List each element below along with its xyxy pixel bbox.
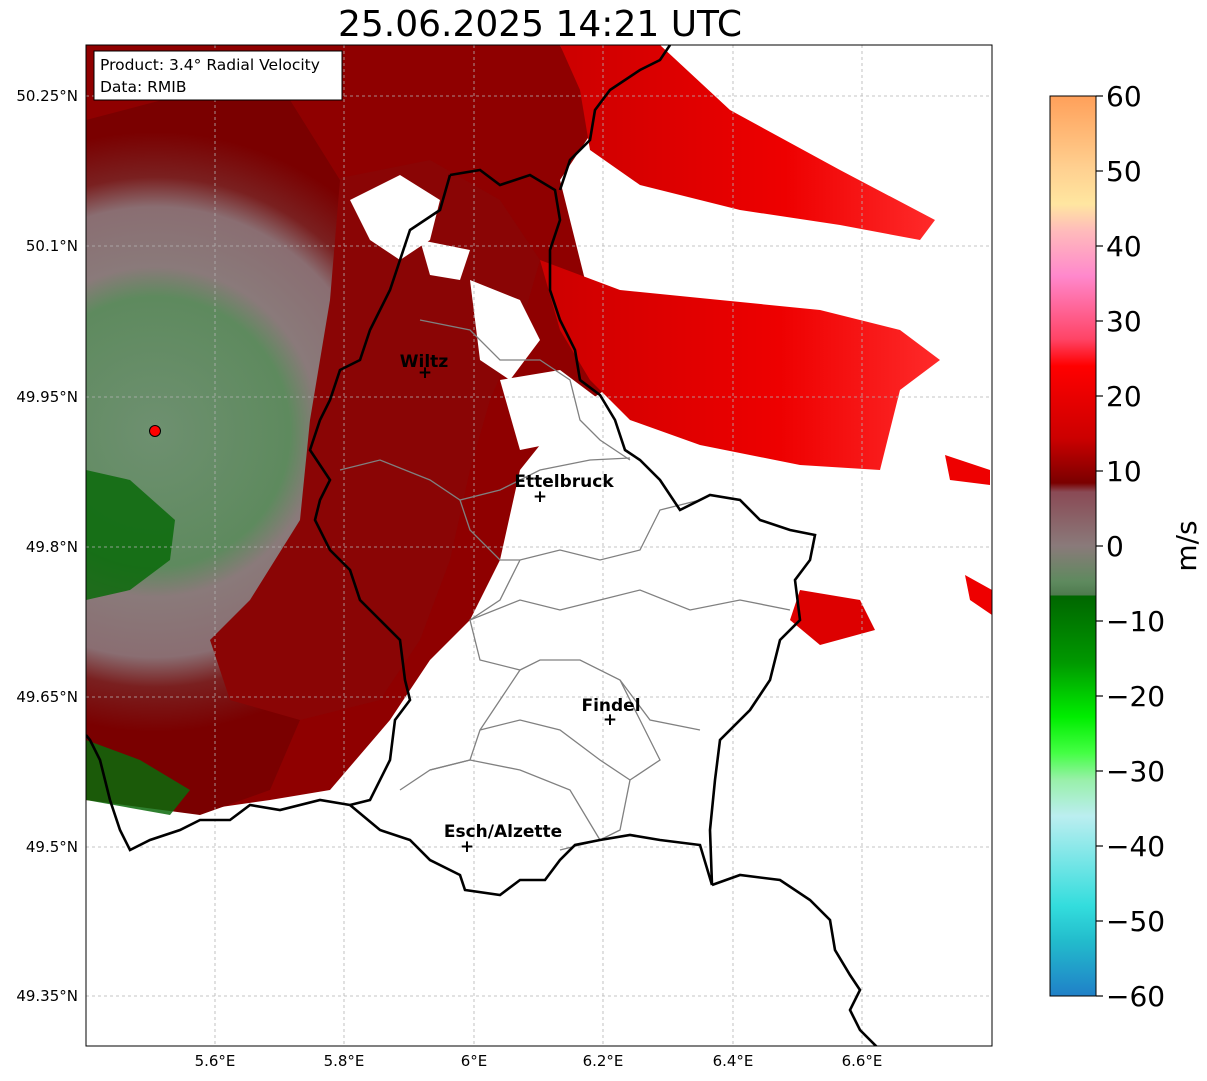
colorbar-tick-label: 60 xyxy=(1106,80,1142,113)
lon-tick: 6.4°E xyxy=(713,1052,754,1070)
city-label-ettelbruck: Ettelbruck xyxy=(514,472,614,492)
colorbar-tick-label: −60 xyxy=(1106,980,1165,1013)
lat-tick: 49.95°N xyxy=(16,388,78,406)
svg-text:+: + xyxy=(460,837,474,857)
radar-echoes xyxy=(86,45,992,815)
echo-gaps xyxy=(350,175,600,450)
map-title: 25.06.2025 14:21 UTC xyxy=(337,4,743,45)
colorbar-tick-label: 30 xyxy=(1106,305,1142,338)
colorbar-gradient xyxy=(1049,95,1097,997)
city-marker-esch-alzette: + Esch/Alzette xyxy=(444,822,562,857)
green-patch-south xyxy=(86,740,190,815)
colorbar-tick-label: 20 xyxy=(1106,380,1142,413)
colorbar-tick-label: −40 xyxy=(1106,830,1165,863)
plot-frame xyxy=(85,44,993,1047)
colorbar-tick-marks xyxy=(1096,95,1103,997)
info-product: Product: 3.4° Radial Velocity xyxy=(100,56,320,74)
ne-echo-streak-2 xyxy=(540,260,940,470)
svg-text:+: + xyxy=(418,363,432,383)
lon-tick: 6.2°E xyxy=(583,1052,624,1070)
svg-text:+: + xyxy=(533,487,547,507)
graticule xyxy=(86,45,992,1046)
lat-tick: 49.65°N xyxy=(16,688,78,706)
city-marker-findel: + Findel xyxy=(581,696,640,730)
e-echo-streak-4 xyxy=(945,455,990,485)
lat-tick: 50.25°N xyxy=(16,87,78,105)
city-markers: + Wiltz + Ettelbruck + Findel + Esch/Alz… xyxy=(400,352,641,857)
city-label-findel: Findel xyxy=(581,696,640,716)
city-marker-ettelbruck: + Ettelbruck xyxy=(514,472,614,507)
colorbar-tick-label: −10 xyxy=(1106,605,1165,638)
colorbar-tick-label: 40 xyxy=(1106,230,1142,263)
colorbar-unit-label: m/s xyxy=(1170,520,1203,571)
outbound-inner-field xyxy=(200,160,540,720)
colorbar-tick-label: 10 xyxy=(1106,455,1142,488)
colorbar-tick-label: −50 xyxy=(1106,905,1165,938)
e-echo-streak-5 xyxy=(965,575,992,615)
e-echo-streak-3 xyxy=(790,590,875,645)
city-label-wiltz: Wiltz xyxy=(400,352,449,372)
lon-tick: 5.6°E xyxy=(195,1052,236,1070)
lon-tick: 5.8°E xyxy=(324,1052,365,1070)
lat-tick: 50.1°N xyxy=(26,237,78,255)
lat-tick: 49.8°N xyxy=(26,538,78,556)
lat-tick: 49.5°N xyxy=(26,838,78,856)
colorbar-tick-label: −20 xyxy=(1106,680,1165,713)
city-marker-wiltz: + Wiltz xyxy=(400,352,449,383)
city-label-esch-alzette: Esch/Alzette xyxy=(444,822,562,842)
lon-tick: 6°E xyxy=(461,1052,488,1070)
lon-tick: 6.6°E xyxy=(842,1052,883,1070)
colorbar-tick-label: −30 xyxy=(1106,755,1165,788)
colorbar-tick-label: 0 xyxy=(1106,530,1124,563)
info-box: Product: 3.4° Radial Velocity Data: RMIB xyxy=(93,50,343,101)
green-patch-west xyxy=(86,470,175,600)
lon-tick-labels: 5.6°E 5.8°E 6°E 6.2°E 6.4°E 6.6°E xyxy=(195,1052,883,1070)
national-borders xyxy=(86,45,878,1046)
info-data-source: Data: RMIB xyxy=(100,78,187,96)
lat-tick-labels: 50.25°N 50.1°N 49.95°N 49.8°N 49.65°N 49… xyxy=(16,87,78,1005)
ne-echo-streak-1 xyxy=(560,45,935,240)
radar-site-marker xyxy=(149,425,161,437)
lat-tick: 49.35°N xyxy=(16,987,78,1005)
colorbar-tick-label: 50 xyxy=(1106,155,1142,188)
svg-text:+: + xyxy=(603,710,617,730)
colorbar: 60 50 40 30 20 10 0 −10 −20 −30 −40 −50 … xyxy=(1049,80,1203,1013)
near-zero-field xyxy=(86,90,340,815)
